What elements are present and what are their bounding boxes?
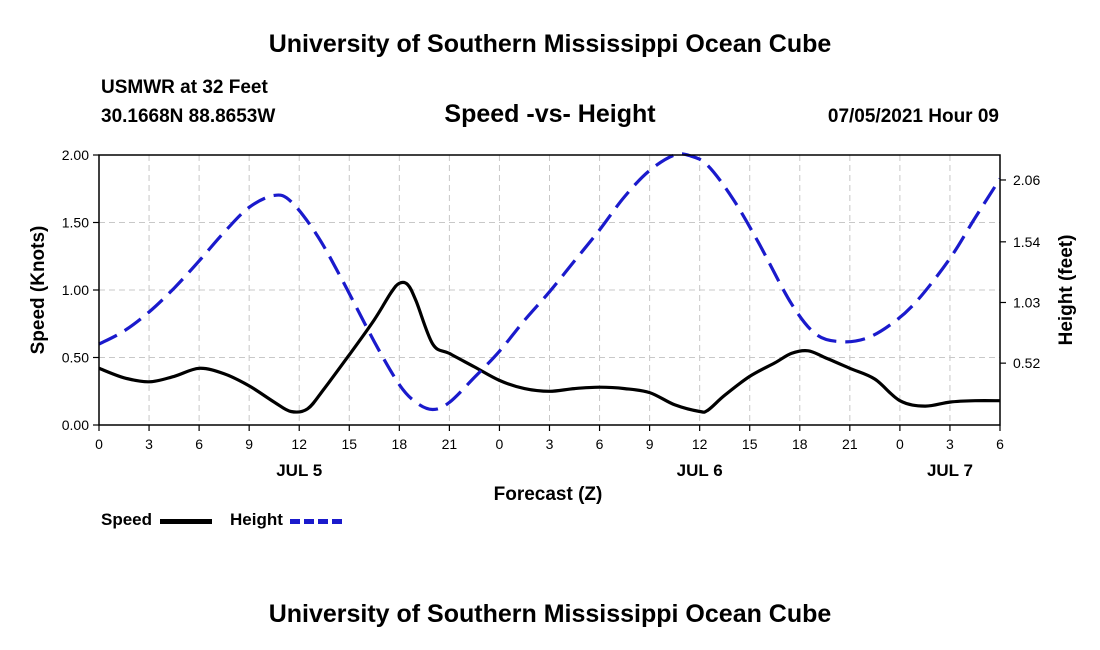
y2-tick-label: 1.54 — [1013, 234, 1040, 250]
date-label: JUL 7 — [927, 461, 973, 480]
x-axis-label: Forecast (Z) — [494, 484, 603, 505]
x-tick-label: 9 — [245, 436, 253, 452]
x-tick-label: 15 — [742, 436, 758, 452]
x-tick-label: 12 — [291, 436, 307, 452]
x-tick-label: 0 — [896, 436, 904, 452]
legend-height-label: Height — [230, 510, 283, 529]
legend-height-line — [290, 519, 342, 524]
y-tick-label: 1.00 — [62, 282, 89, 298]
y2-tick-label: 1.03 — [1013, 294, 1040, 310]
y2-tick-label: 2.06 — [1013, 172, 1040, 188]
x-tick-label: 3 — [946, 436, 954, 452]
y-tick-label: 0.00 — [62, 417, 89, 433]
x-tick-label: 21 — [442, 436, 458, 452]
x-tick-label: 12 — [692, 436, 708, 452]
station-label: USMWR at 32 Feet — [101, 77, 268, 98]
y2-tick-label: 0.52 — [1013, 355, 1040, 371]
y-tick-label: 0.50 — [62, 350, 89, 366]
date-label: JUL 6 — [677, 461, 723, 480]
speed-series-line — [98, 280, 1001, 414]
title-bottom: University of Southern Mississippi Ocean… — [268, 600, 832, 628]
legend-speed-label: Speed — [101, 510, 153, 529]
y-tick-label: 1.50 — [62, 215, 89, 231]
x-tick-label: 18 — [392, 436, 408, 452]
y2-axis-label: Height (feet) — [1056, 235, 1077, 346]
x-tick-label: 6 — [996, 436, 1004, 452]
height-series-line — [98, 152, 1002, 412]
x-tick-label: 9 — [646, 436, 654, 452]
y-axis-label: Speed (Knots) — [28, 226, 49, 355]
x-tick-label: 3 — [145, 436, 153, 452]
x-tick-label: 18 — [792, 436, 808, 452]
x-tick-label: 6 — [195, 436, 203, 452]
datetime-label: 07/05/2021 Hour 09 — [827, 106, 999, 127]
date-label: JUL 5 — [276, 461, 322, 480]
y-tick-label: 2.00 — [62, 147, 89, 163]
x-tick-label: 0 — [95, 436, 103, 452]
x-tick-label: 3 — [546, 436, 554, 452]
title-top: University of Southern Mississippi Ocean… — [268, 30, 832, 58]
x-tick-label: 6 — [596, 436, 604, 452]
chart-title: Speed -vs- Height — [444, 100, 656, 128]
x-tick-label: 0 — [496, 436, 504, 452]
x-tick-label: 15 — [341, 436, 357, 452]
coordinates-label: 30.1668N 88.8653W — [101, 106, 276, 127]
x-tick-label: 21 — [842, 436, 858, 452]
legend-speed-line — [160, 519, 212, 524]
